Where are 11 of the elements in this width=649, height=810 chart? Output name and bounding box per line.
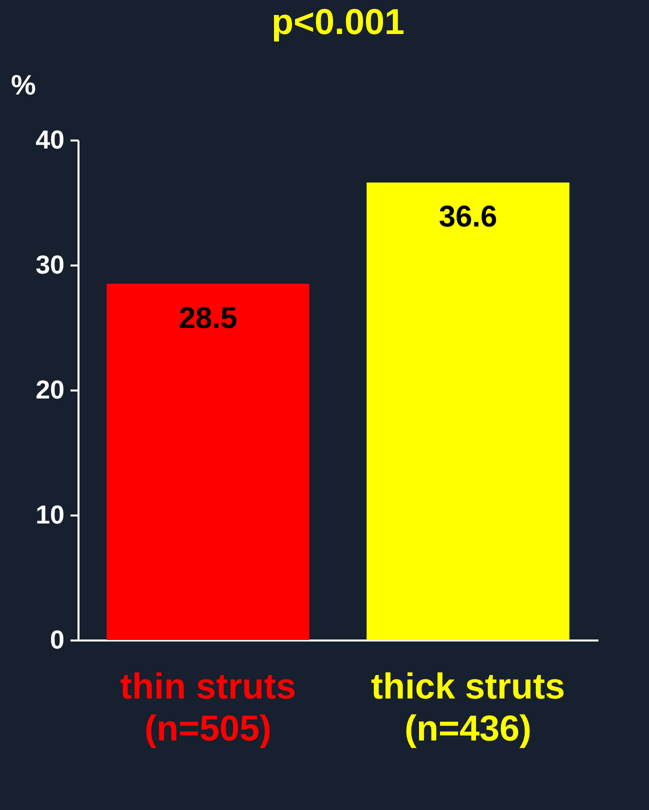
x-tick-label: thick struts (n=436)	[370, 666, 566, 748]
data-label: 36.6	[438, 200, 498, 234]
y-tick-label: 10	[36, 500, 64, 530]
y-tick-label: 40	[36, 124, 64, 154]
text: p<0.001	[271, 1, 405, 42]
y-tick-label: 30	[36, 250, 64, 280]
x-tick-label: thin struts (n=505)	[120, 666, 296, 748]
data-label: 28.5	[178, 302, 238, 335]
y-axis-title: %	[11, 70, 36, 100]
y-tick-label: 0	[50, 624, 64, 654]
y-tick-label: 20	[36, 374, 64, 404]
